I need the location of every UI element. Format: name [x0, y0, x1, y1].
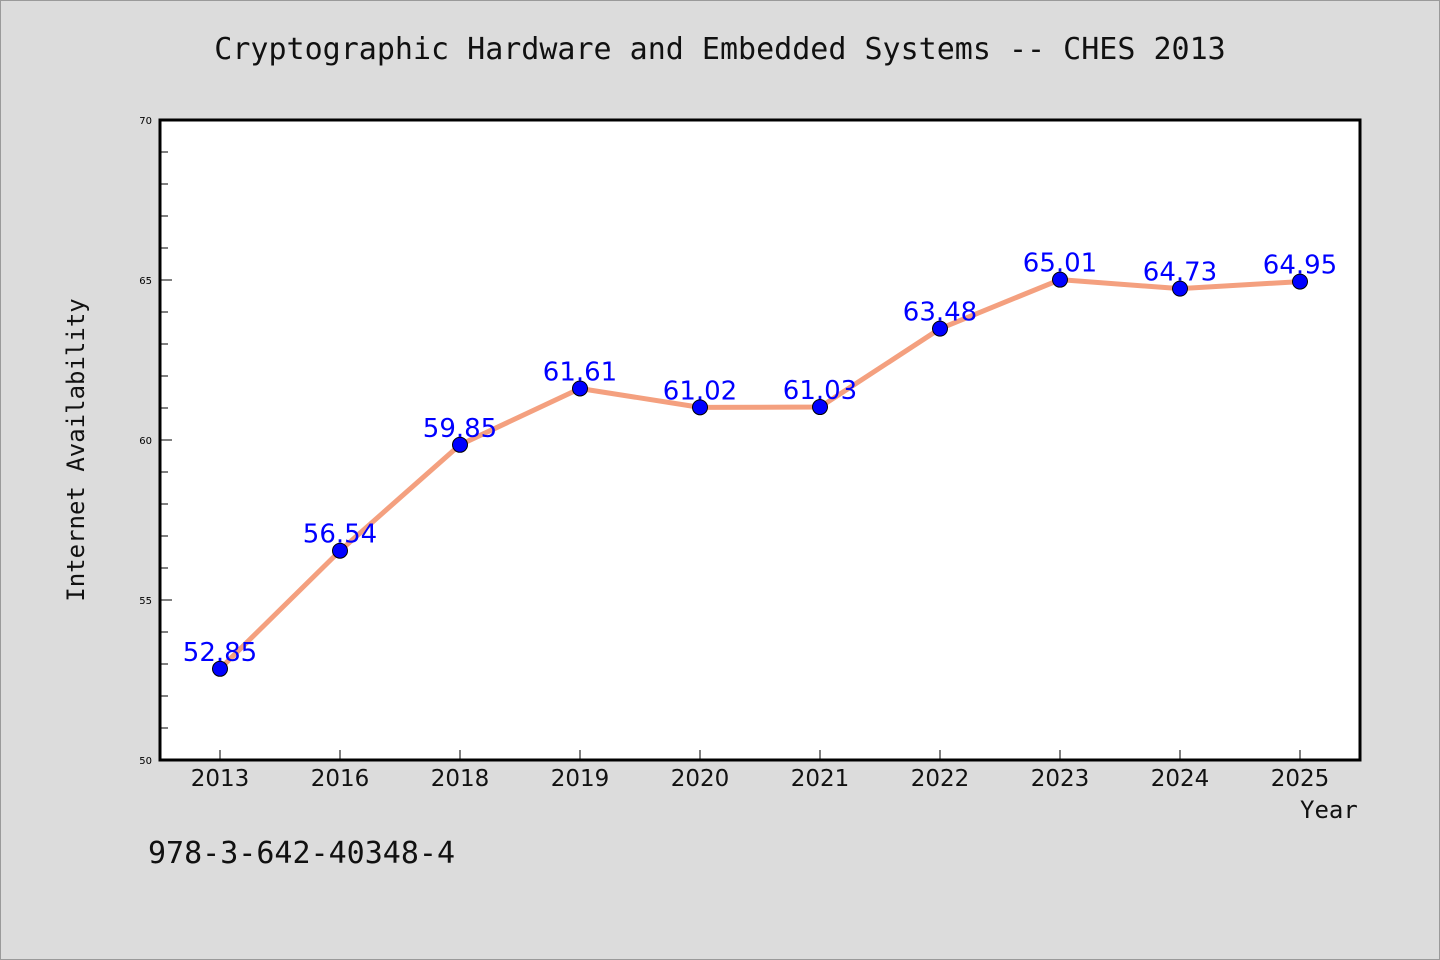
data-label: 63.48: [903, 298, 977, 328]
y-tick-label: 70: [139, 116, 152, 127]
x-tick-label: 2019: [551, 766, 610, 792]
y-axis: 50 55 60 65 70: [139, 116, 172, 767]
x-axis-label: Year: [1300, 796, 1358, 824]
data-labels: 52.85 56.54 59.85 61.61 61.02 61.03 63.48 65.01…: [183, 249, 1337, 668]
y-tick-label: 50: [139, 756, 152, 767]
data-point: [212, 660, 228, 677]
y-tick-label: 60: [139, 436, 152, 447]
data-point: [1052, 271, 1068, 288]
data-label: 56.54: [303, 520, 377, 550]
data-label: 61.02: [663, 376, 737, 406]
plot-area: [158, 118, 1362, 762]
x-tick-label: 2020: [671, 766, 730, 792]
x-tick-label: 2013: [191, 766, 250, 792]
data-label: 59.85: [423, 414, 497, 444]
data-point: [932, 320, 948, 337]
data-label: 52.85: [183, 638, 257, 668]
data-points: [212, 271, 1308, 677]
x-tick-label: 2022: [911, 766, 970, 792]
data-label: 65.01: [1023, 249, 1097, 279]
data-point: [332, 542, 348, 559]
data-label: 64.73: [1143, 258, 1217, 288]
x-axis: 2013 2016 2018 2019 2020 2021 2022 2023 2024 2025: [191, 750, 1330, 792]
x-tick-label: 2018: [431, 766, 490, 792]
data-point: [692, 399, 708, 416]
data-point: [1292, 273, 1308, 290]
data-label: 61.61: [543, 357, 617, 387]
x-tick-label: 2021: [791, 766, 850, 792]
data-label: 64.95: [1263, 251, 1337, 281]
x-tick-label: 2023: [1031, 766, 1090, 792]
y-tick-label: 65: [139, 276, 152, 287]
isbn-footnote: 978-3-642-40348-4: [148, 836, 456, 871]
data-point: [812, 399, 828, 416]
x-tick-label: 2025: [1271, 766, 1330, 792]
data-point: [1172, 280, 1188, 297]
x-tick-label: 2016: [311, 766, 370, 792]
x-tick-label: 2024: [1151, 766, 1210, 792]
data-point: [572, 380, 588, 397]
y-tick-label: 55: [139, 596, 152, 607]
data-label: 61.03: [783, 376, 857, 406]
chart-title: Cryptographic Hardware and Embedded Syst…: [214, 32, 1226, 67]
series-line: [217, 277, 1303, 672]
data-point: [452, 436, 468, 453]
